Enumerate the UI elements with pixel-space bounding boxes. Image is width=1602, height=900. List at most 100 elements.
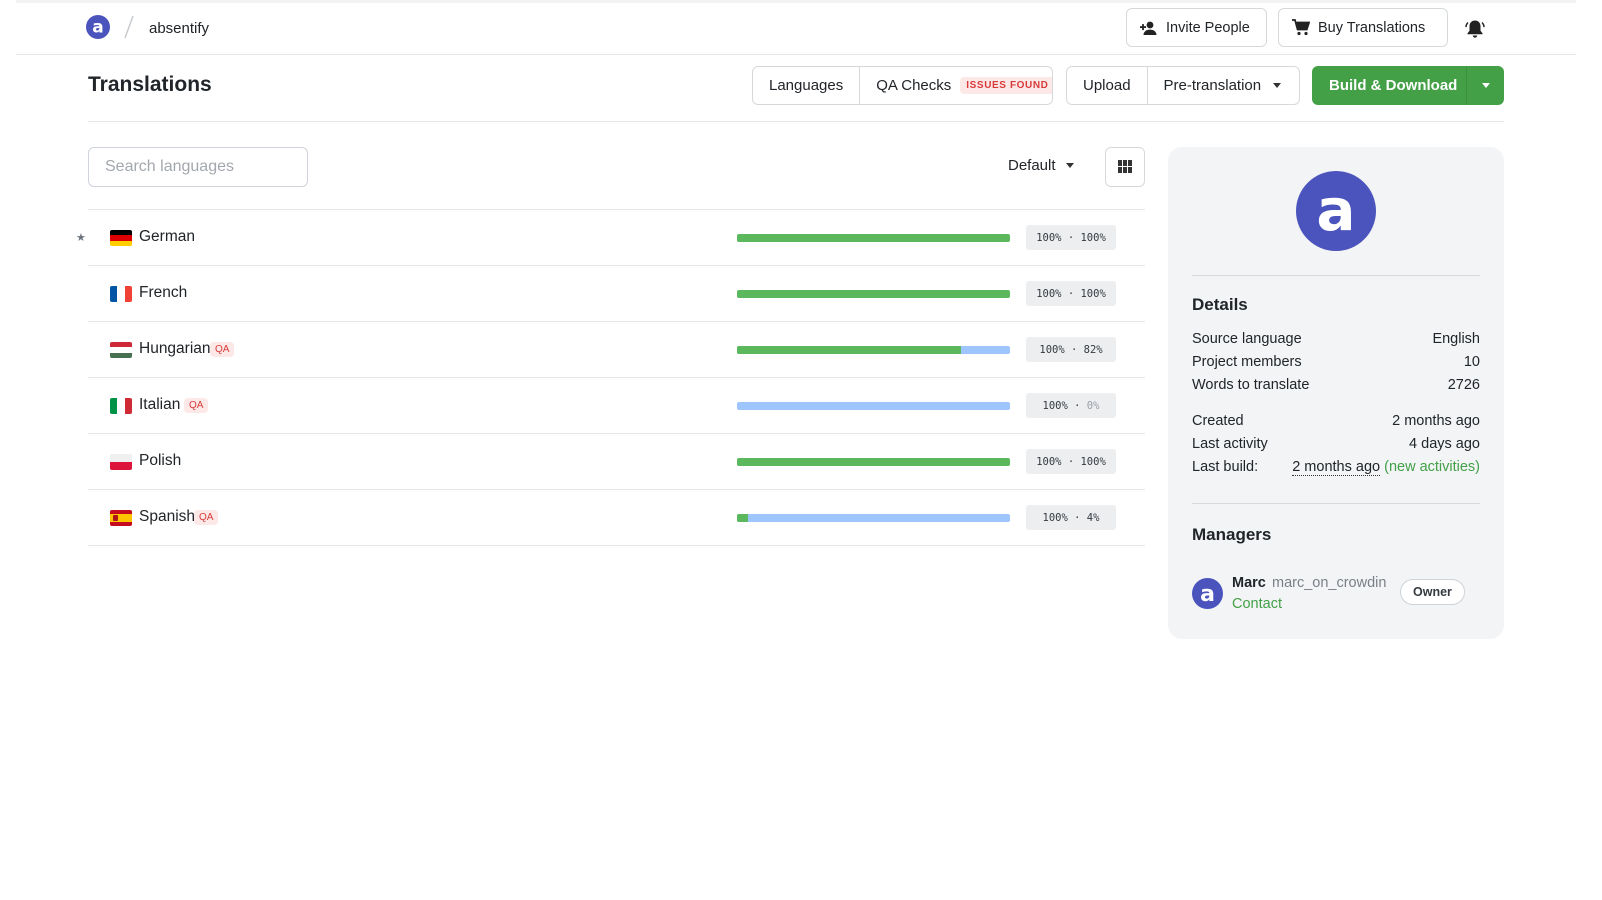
source-language-value: English bbox=[1432, 331, 1480, 347]
translated-percent: 100% bbox=[1039, 343, 1065, 356]
translated-percent: 100% bbox=[1042, 511, 1068, 524]
qa-checks-button[interactable]: QA Checks ISSUES FOUND bbox=[859, 67, 1052, 104]
language-name[interactable]: German bbox=[139, 228, 195, 245]
sort-dropdown[interactable]: Default bbox=[1008, 157, 1074, 174]
languages-button[interactable]: Languages bbox=[753, 67, 859, 104]
language-name[interactable]: Spanish bbox=[139, 508, 196, 525]
approved-progress bbox=[737, 234, 1010, 242]
approved-percent: 0% bbox=[1086, 399, 1100, 412]
build-download-split-button: Build & Download bbox=[1312, 66, 1504, 105]
approved-percent: 100% bbox=[1080, 287, 1106, 300]
project-members-value: 10 bbox=[1463, 354, 1480, 370]
pretranslation-dropdown[interactable]: Pre-translation bbox=[1146, 67, 1298, 104]
approved-progress bbox=[737, 290, 1010, 298]
approved-progress bbox=[737, 458, 1010, 466]
words-to-translate-label: Words to translate bbox=[1192, 377, 1310, 393]
language-row[interactable]: Hungarian QA 100% · 82% bbox=[88, 322, 1145, 378]
avatar[interactable]: a bbox=[1192, 578, 1223, 609]
language-row[interactable]: Spanish QA 100% · 4% bbox=[88, 490, 1145, 546]
svg-text:a: a bbox=[1316, 176, 1355, 244]
buy-translations-button[interactable]: Buy Translations bbox=[1278, 8, 1448, 47]
progress-stat: 100% · 100% bbox=[1026, 281, 1116, 306]
issues-found-badge: ISSUES FOUND bbox=[960, 77, 1052, 94]
breadcrumb-separator-icon bbox=[124, 15, 134, 39]
project-details-panel: a Details Source language English Projec… bbox=[1168, 147, 1504, 639]
created-label: Created bbox=[1192, 413, 1244, 429]
approved-progress bbox=[737, 346, 961, 354]
language-row[interactable]: ★ German 100% · 100% bbox=[76, 210, 1145, 266]
sort-label: Default bbox=[1008, 157, 1056, 174]
approved-percent: 4% bbox=[1086, 511, 1100, 524]
approved-percent: 82% bbox=[1083, 343, 1103, 356]
project-members-label: Project members bbox=[1192, 354, 1302, 370]
star-icon: ★ bbox=[76, 232, 86, 244]
chevron-down-icon bbox=[1273, 83, 1282, 88]
flag-de-icon bbox=[110, 230, 132, 246]
source-language-label: Source language bbox=[1192, 331, 1302, 347]
invite-people-button[interactable]: Invite People bbox=[1126, 8, 1267, 47]
progress-bar bbox=[737, 514, 1010, 522]
svg-text:a: a bbox=[1200, 582, 1215, 607]
grid-view-button[interactable] bbox=[1105, 147, 1145, 187]
qa-issue-badge[interactable]: QA bbox=[210, 342, 235, 357]
translated-percent: 100% bbox=[1036, 231, 1062, 244]
language-name[interactable]: Hungarian bbox=[139, 340, 211, 357]
flag-it-icon bbox=[110, 398, 132, 414]
language-row[interactable]: French 100% · 100% bbox=[88, 266, 1145, 322]
build-options-dropdown[interactable] bbox=[1466, 66, 1504, 105]
search-languages-input[interactable] bbox=[88, 147, 308, 187]
page-title: Translations bbox=[88, 73, 212, 96]
languages-label: Languages bbox=[769, 77, 844, 94]
build-download-label: Build & Download bbox=[1329, 77, 1458, 94]
qa-issue-badge[interactable]: QA bbox=[184, 398, 209, 413]
view-button-group: Languages QA Checks ISSUES FOUND bbox=[752, 66, 1053, 105]
language-name[interactable]: Polish bbox=[139, 452, 182, 469]
last-build-value: 2 months ago bbox=[1292, 459, 1381, 476]
notifications-bell-icon[interactable] bbox=[1464, 18, 1486, 40]
qa-checks-label: QA Checks bbox=[876, 77, 952, 94]
svg-text:a: a bbox=[92, 18, 103, 38]
language-row[interactable]: Polish 100% · 100% bbox=[88, 434, 1145, 490]
new-activities-link[interactable]: (new activities) bbox=[1384, 459, 1480, 475]
progress-bar bbox=[737, 402, 1010, 410]
project-name[interactable]: absentify bbox=[149, 20, 210, 37]
grid-icon bbox=[1118, 160, 1132, 173]
last-build-row: Last build: 2 months ago (new activities… bbox=[1192, 459, 1480, 476]
progress-stat: 100% · 100% bbox=[1026, 449, 1116, 474]
qa-issue-badge[interactable]: QA bbox=[194, 510, 219, 525]
cart-icon bbox=[1292, 19, 1310, 36]
build-download-button[interactable]: Build & Download bbox=[1312, 66, 1466, 105]
source-language-row: Source language English bbox=[1192, 331, 1480, 347]
buy-translations-label: Buy Translations bbox=[1318, 19, 1426, 36]
translated-percent: 100% bbox=[1042, 399, 1068, 412]
details-heading: Details bbox=[1192, 295, 1248, 314]
contact-link[interactable]: Contact bbox=[1232, 596, 1282, 612]
flag-pl-icon bbox=[110, 454, 132, 470]
project-logo-icon[interactable]: a bbox=[86, 15, 110, 39]
approved-progress bbox=[737, 514, 748, 522]
header-divider bbox=[88, 121, 1504, 122]
project-logo-icon: a bbox=[1296, 171, 1376, 251]
progress-bar bbox=[737, 290, 1010, 298]
language-row[interactable]: Italian QA 100% · 0% bbox=[88, 378, 1145, 434]
language-name[interactable]: Italian bbox=[139, 396, 181, 413]
approved-percent: 100% bbox=[1080, 231, 1106, 244]
managers-heading: Managers bbox=[1192, 525, 1272, 544]
language-name[interactable]: French bbox=[139, 284, 188, 301]
add-person-icon bbox=[1140, 21, 1157, 35]
last-activity-label: Last activity bbox=[1192, 436, 1268, 452]
flag-es-icon bbox=[110, 510, 132, 526]
upload-label: Upload bbox=[1083, 77, 1131, 94]
chevron-down-icon bbox=[1065, 163, 1074, 168]
flag-fr-icon bbox=[110, 286, 132, 302]
pretranslation-label: Pre-translation bbox=[1163, 77, 1262, 94]
language-list: ★ German 100% · 100% French 100% · 100% Hunga… bbox=[76, 209, 1145, 546]
chevron-down-icon bbox=[1481, 83, 1490, 88]
project-members-row: Project members 10 bbox=[1192, 354, 1480, 370]
words-to-translate-row: Words to translate 2726 bbox=[1192, 377, 1480, 393]
progress-stat: 100% · 0% bbox=[1026, 393, 1116, 418]
progress-stat: 100% · 4% bbox=[1026, 505, 1116, 530]
progress-bar bbox=[737, 234, 1010, 242]
upload-button[interactable]: Upload bbox=[1067, 67, 1147, 104]
manager-name[interactable]: Marc bbox=[1232, 575, 1266, 591]
